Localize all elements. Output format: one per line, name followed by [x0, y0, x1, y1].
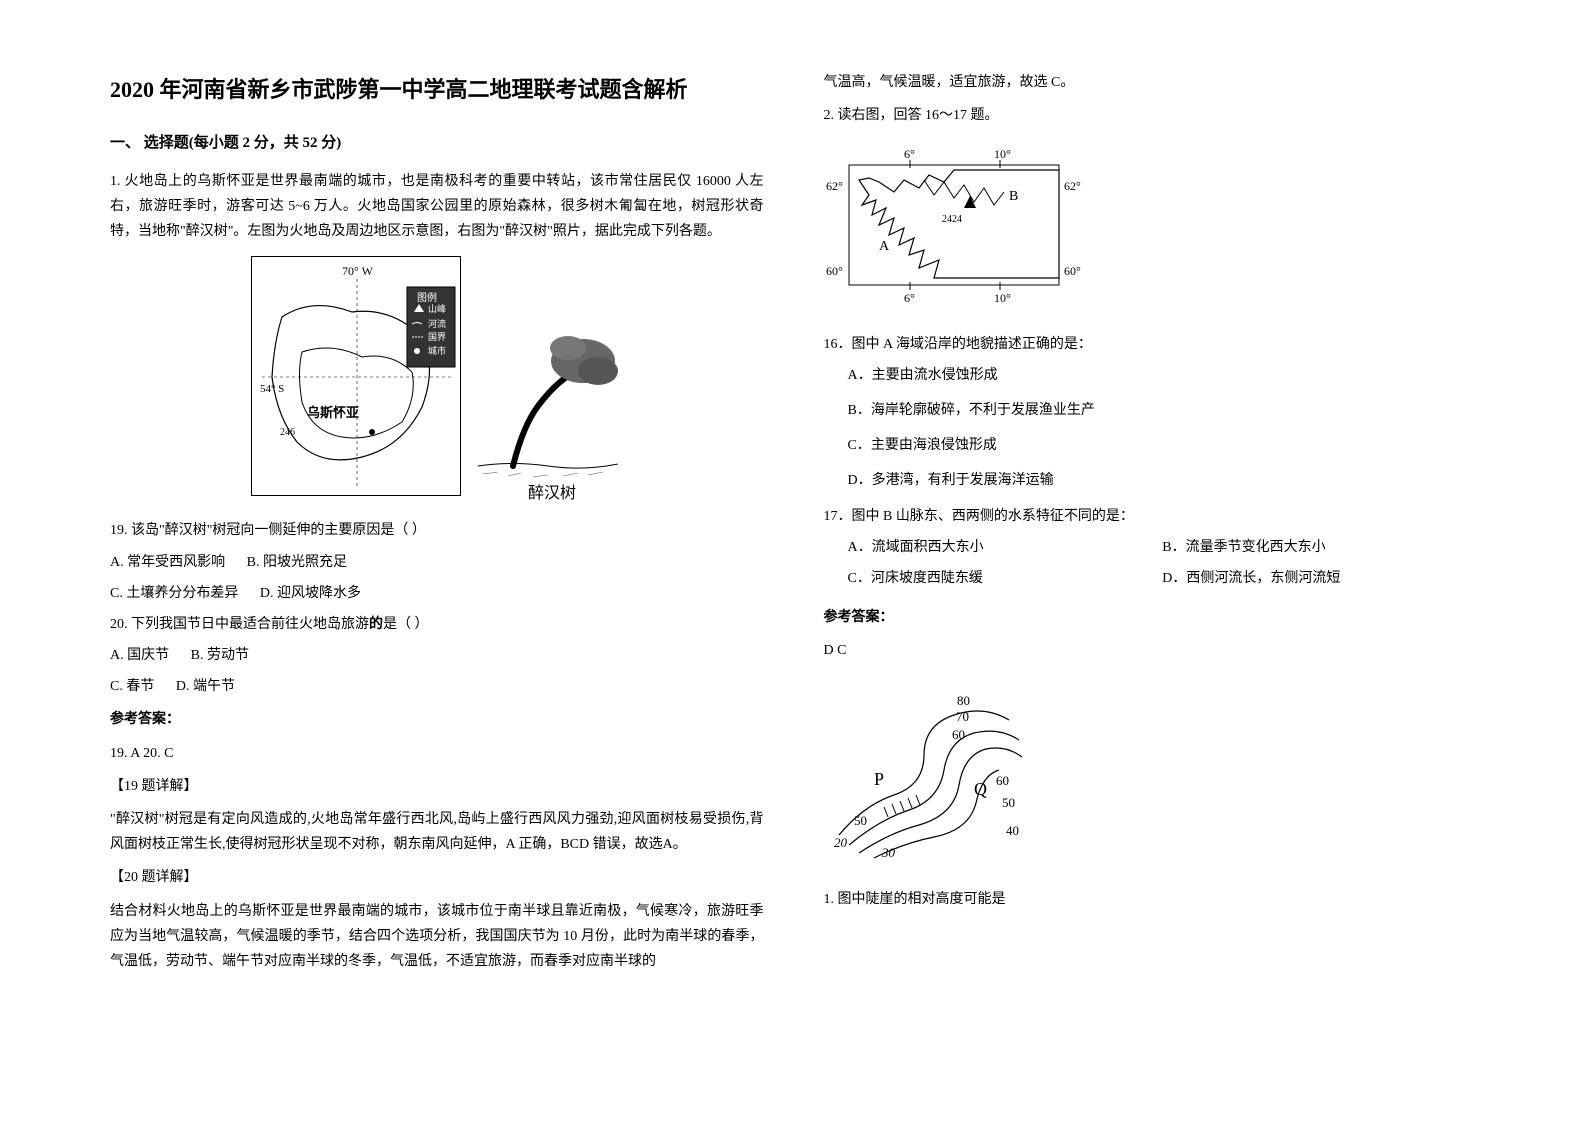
sq20-opts-ab: A. 国庆节 B. 劳动节: [110, 643, 764, 668]
lat60-l: 60°: [826, 264, 843, 278]
explain20-header: 【20 题详解】: [110, 865, 764, 890]
sq19-opts-ab: A. 常年受西风影响 B. 阳坡光照充足: [110, 550, 764, 575]
q1-figures: 70° W 54° S 乌斯怀亚 246 图例 山峰 河流 国界: [110, 256, 764, 506]
map-70w-label: 70° W: [342, 264, 374, 278]
lon6-top: 6°: [904, 147, 915, 161]
cq60: 60: [996, 773, 1009, 788]
q-cliff: 1. 图中陡崖的相对高度可能是: [824, 887, 1478, 912]
sq19: 19. 该岛"醉汉树"树冠向一侧延伸的主要原因是（ ）: [110, 518, 764, 543]
explain20-body: 结合材料火地岛上的乌斯怀亚是世界最南端的城市，该城市位于南半球且靠近南极，气候寒…: [110, 899, 764, 975]
lat62-r: 62°: [1064, 179, 1081, 193]
sq20-d: D. 端午节: [176, 679, 235, 694]
drunken-tree-photo: 醉汉树: [473, 266, 623, 506]
answers-2: D C: [824, 638, 1478, 663]
contour-q: Q: [974, 779, 987, 799]
legend-title: 图例: [417, 291, 437, 304]
q16-a: A．主要由流水侵蚀形成: [824, 363, 1478, 388]
sq19-b: B. 阳坡光照充足: [247, 555, 347, 570]
region-a: A: [879, 239, 890, 254]
contour-wrap: P Q 80 70 60 50 20 30 60 50 40: [824, 675, 1478, 874]
q17-d: D．西侧河流长，东侧河流短: [1162, 566, 1477, 591]
q16-d: D．多港湾，有利于发展海洋运输: [824, 468, 1478, 493]
contour-p: P: [874, 769, 884, 789]
sq20-opts-cd: C. 春节 D. 端午节: [110, 674, 764, 699]
sq19-a: A. 常年受西风影响: [110, 555, 225, 570]
lat62-l: 62°: [826, 179, 843, 193]
q2-stem: 2. 读右图，回答 16～17 题。: [824, 103, 1478, 128]
q17-b: B．流量季节变化西大东小: [1162, 535, 1477, 560]
cq50: 50: [1002, 795, 1015, 810]
explain20-cont: 气温高，气候温暖，适宜旅游，故选 C。: [824, 70, 1478, 95]
explain19-header: 【19 题详解】: [110, 774, 764, 799]
legend-city: 城市: [428, 345, 446, 356]
answer-header-2: 参考答案：: [824, 605, 1478, 630]
explain19-body: "醉汉树"树冠是有定向风造成的,火地岛常年盛行西北风,岛屿上盛行西风风力强劲,迎…: [110, 807, 764, 857]
lat60-r: 60°: [1064, 264, 1081, 278]
q17-line2: C．河床坡度西陡东缓 D．西侧河流长，东侧河流短: [824, 566, 1478, 591]
answer-header-1: 参考答案：: [110, 707, 764, 732]
right-column: 气温高，气候温暖，适宜旅游，故选 C。 2. 读右图，回答 16～17 题。 6…: [794, 70, 1488, 1052]
sq20-de: 的: [369, 617, 383, 632]
region-b: B: [1009, 189, 1018, 204]
q16: 16．图中 A 海域沿岸的地貌描述正确的是：: [824, 332, 1478, 357]
q2-figure-wrap: 6° 10° 6° 10° 62° 62° 60° 60° 2424: [824, 140, 1478, 319]
legend-river: 河流: [428, 318, 446, 329]
lon10-top: 10°: [994, 147, 1011, 161]
c30: 30: [881, 845, 896, 860]
city-label: 乌斯怀亚: [307, 405, 359, 420]
sq19-c: C. 土壤养分分布差异: [110, 586, 238, 601]
peak-elev: 2424: [942, 214, 962, 225]
q17-line1: A．流域面积西大东小 B．流量季节变化西大东小: [824, 535, 1478, 560]
sq20: 20. 下列我国节日中最适合前往火地岛旅游的是（ ）: [110, 612, 764, 637]
c70: 70: [956, 709, 969, 724]
fire-island-map: 70° W 54° S 乌斯怀亚 246 图例 山峰 河流 国界: [251, 256, 461, 496]
c80: 80: [957, 693, 970, 708]
lon6-bot: 6°: [904, 291, 915, 305]
region-map: 6° 10° 6° 10° 62° 62° 60° 60° 2424: [824, 140, 1084, 310]
q1-stem: 1. 火地岛上的乌斯怀亚是世界最南端的城市，也是南极科考的重要中转站，该市常住居…: [110, 169, 764, 245]
q17: 17．图中 B 山脉东、西两侧的水系特征不同的是：: [824, 504, 1478, 529]
legend-mountain: 山峰: [428, 304, 446, 314]
c40: 40: [1006, 823, 1019, 838]
sq20-a: A. 国庆节: [110, 648, 169, 663]
q17-c: C．河床坡度西陡东缓: [848, 566, 1163, 591]
sq19-d: D. 迎风坡降水多: [260, 586, 361, 601]
tree-caption: 醉汉树: [528, 484, 576, 502]
exam-title: 2020 年河南省新乡市武陟第一中学高二地理联考试题含解析: [110, 70, 764, 110]
c20: 20: [834, 835, 848, 850]
contour-map: P Q 80 70 60 50 20 30 60 50 40: [824, 685, 1024, 865]
q16-c: C．主要由海浪侵蚀形成: [824, 433, 1478, 458]
elev-246: 246: [280, 427, 295, 438]
sq20-text: 20. 下列我国节日中最适合前往火地岛旅游: [110, 617, 369, 632]
legend-border: 国界: [428, 332, 446, 342]
map-54s-label: 54° S: [260, 383, 284, 395]
sq20-suffix: 是（ ）: [383, 617, 429, 632]
sq20-c: C. 春节: [110, 679, 154, 694]
q16-b: B．海岸轮廓破碎，不利于发展渔业生产: [824, 398, 1478, 423]
section-1-header: 一、 选择题(每小题 2 分，共 52 分): [110, 130, 764, 157]
left-column: 2020 年河南省新乡市武陟第一中学高二地理联考试题含解析 一、 选择题(每小题…: [100, 70, 794, 1052]
lon10-bot: 10°: [994, 291, 1011, 305]
c60: 60: [952, 727, 965, 742]
q17-a: A．流域面积西大东小: [848, 535, 1163, 560]
sq20-b: B. 劳动节: [191, 648, 249, 663]
c50l: 50: [854, 813, 867, 828]
sq19-opts-cd: C. 土壤养分分布差异 D. 迎风坡降水多: [110, 581, 764, 606]
answers-1: 19. A 20. C: [110, 741, 764, 766]
